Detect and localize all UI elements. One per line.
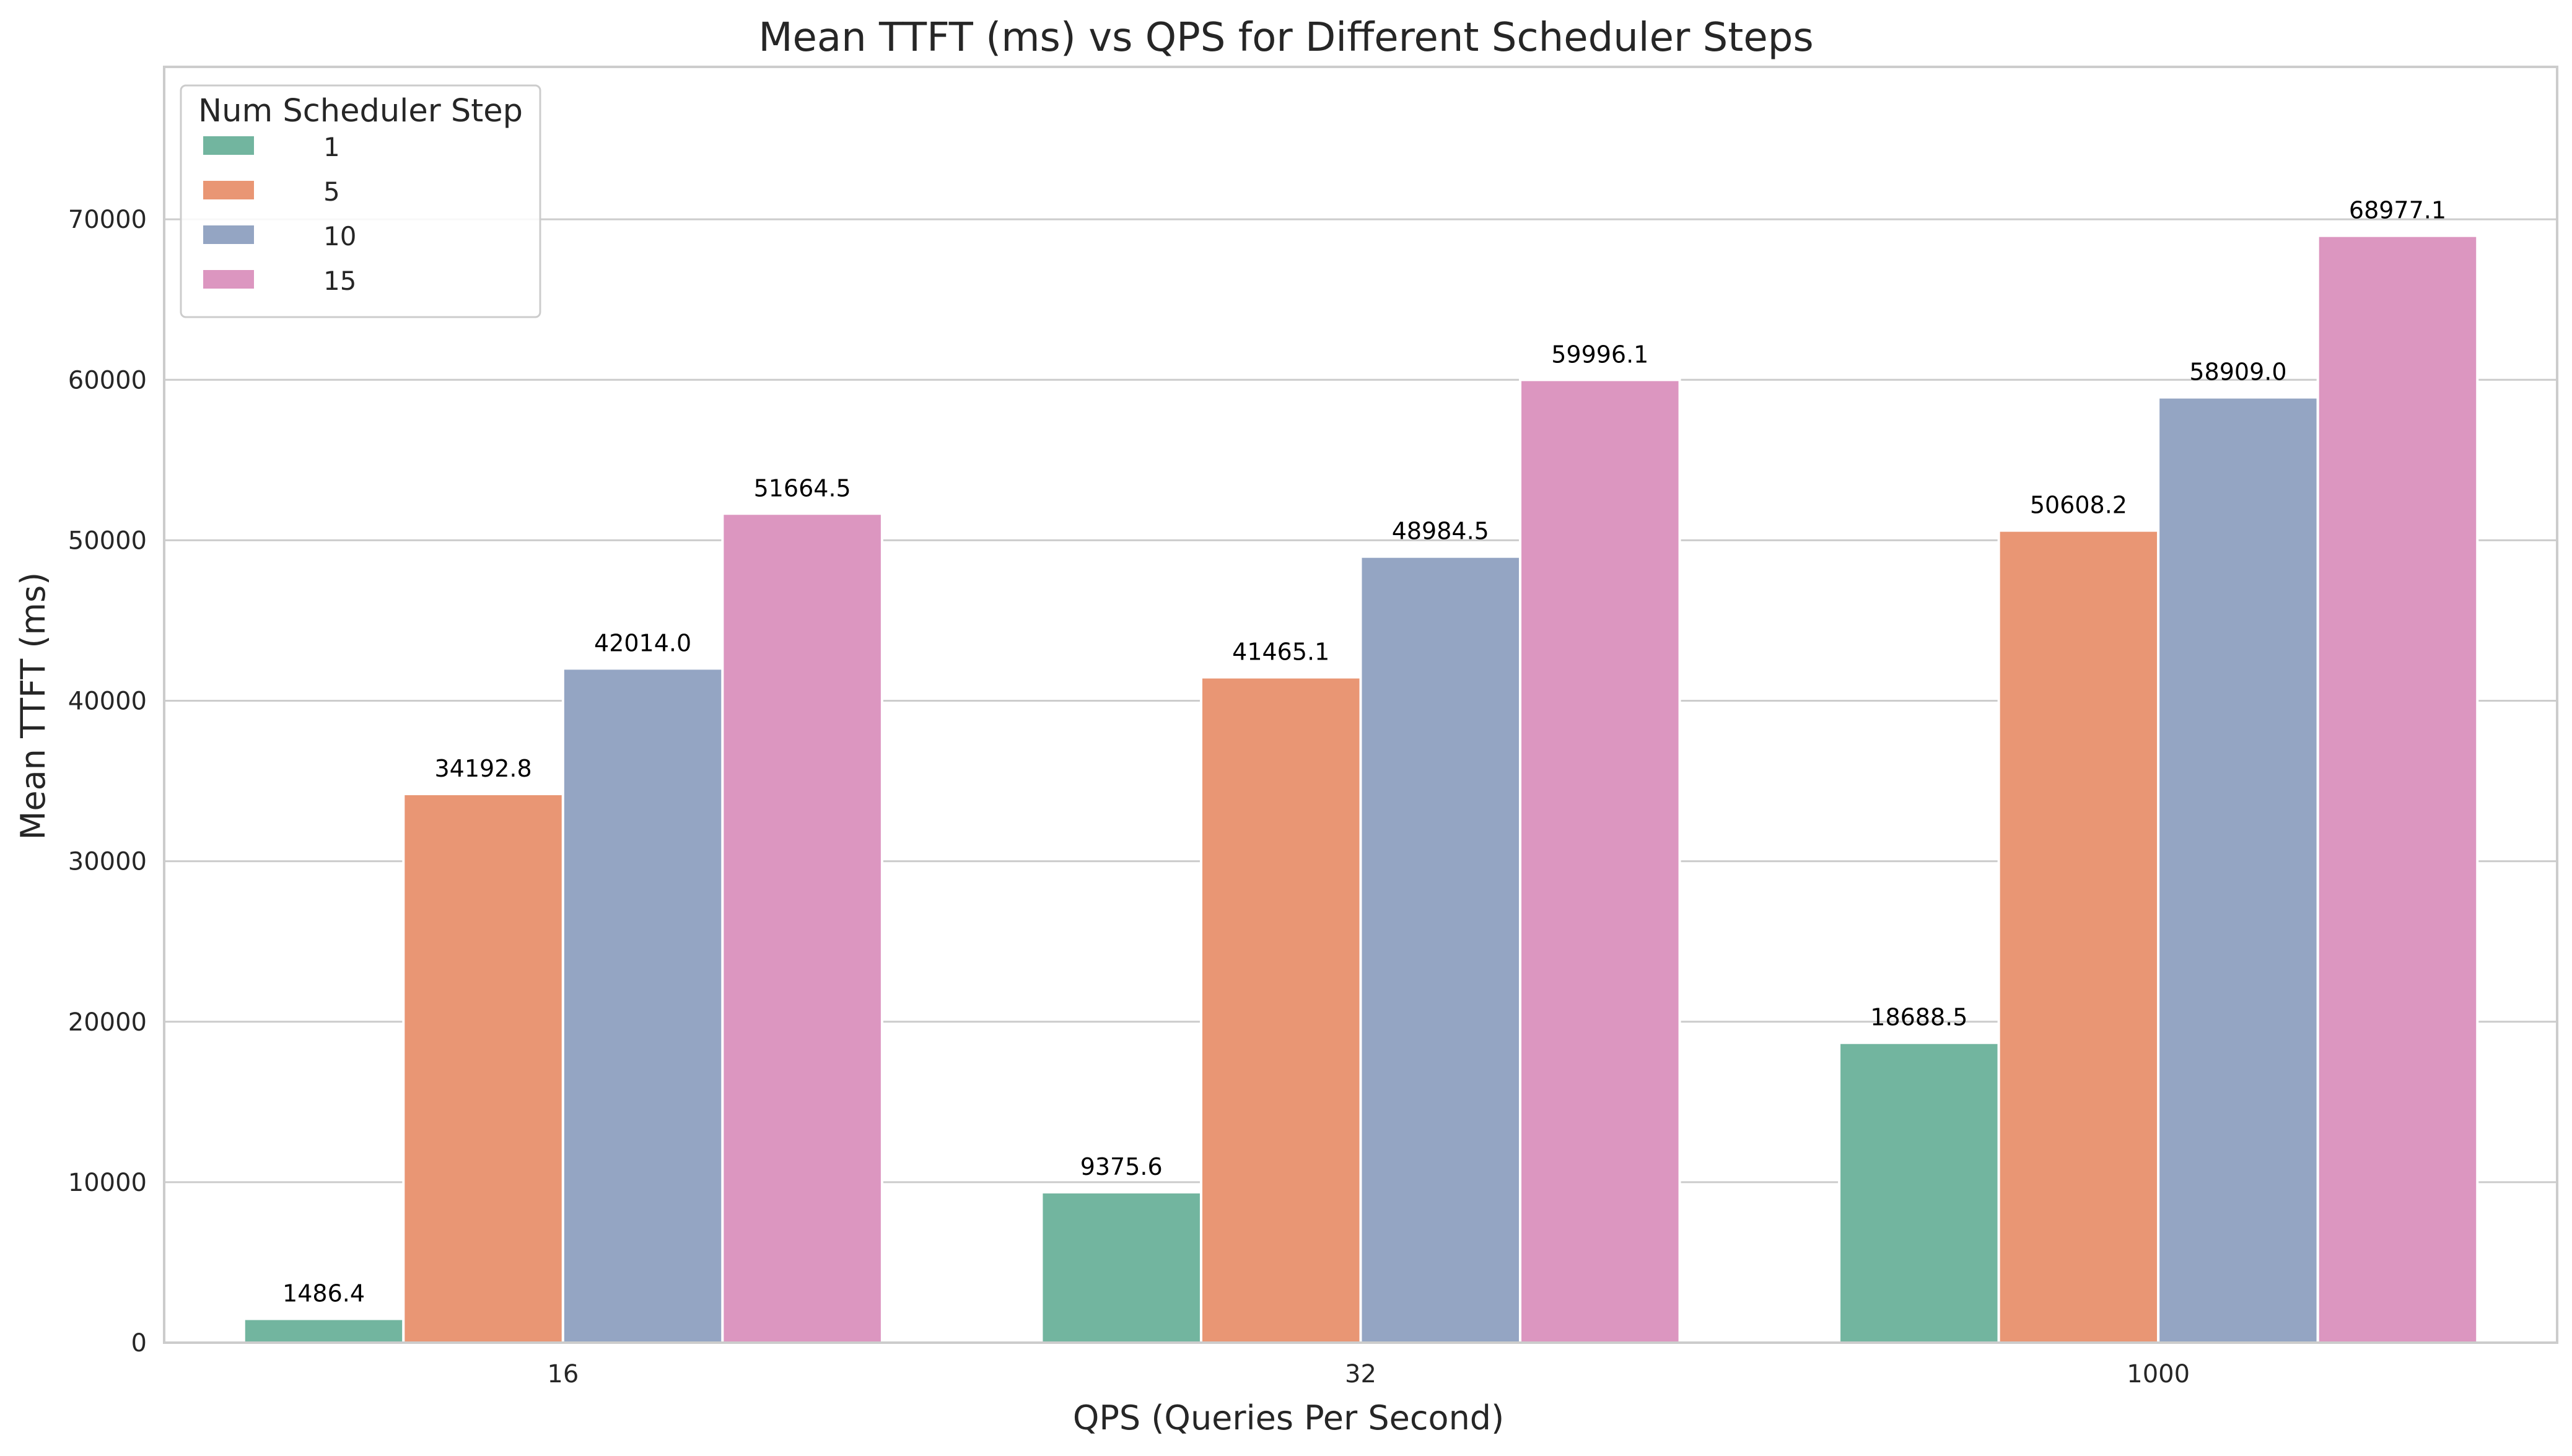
x-tick-label: 1000 bbox=[2127, 1360, 2190, 1388]
y-tick-label: 20000 bbox=[68, 1008, 147, 1037]
data-label: 68977.1 bbox=[2349, 197, 2446, 224]
y-tick-label: 10000 bbox=[68, 1169, 147, 1197]
y-axis-label: Mean TTFT (ms) bbox=[14, 572, 53, 840]
legend-entry: 15 bbox=[323, 266, 356, 296]
data-label: 48984.5 bbox=[1392, 518, 1489, 545]
x-tick-labels: 16 32 1000 bbox=[547, 1360, 2190, 1388]
bar bbox=[2316, 234, 2479, 1345]
data-label: 1486.4 bbox=[282, 1279, 365, 1307]
data-label: 18688.5 bbox=[1870, 1004, 1967, 1031]
chart-title: Mean TTFT (ms) vs QPS for Different Sche… bbox=[758, 15, 1813, 61]
bar bbox=[402, 792, 564, 1345]
legend-swatch bbox=[203, 136, 254, 155]
bar bbox=[1519, 378, 1681, 1345]
data-label: 50608.2 bbox=[2030, 492, 2127, 519]
bar bbox=[1997, 529, 2160, 1345]
data-label: 34192.8 bbox=[434, 755, 531, 782]
bar bbox=[1359, 555, 1522, 1345]
data-label: 9375.6 bbox=[1080, 1153, 1163, 1180]
legend-swatch bbox=[203, 181, 254, 199]
y-tick-label: 40000 bbox=[68, 687, 147, 716]
data-labels: 1486.4 34192.8 42014.0 51664.5 9375.6 41465.1… bbox=[282, 197, 2446, 1307]
y-tick-labels: 0 10000 20000 30000 40000 50000 60000 70000 bbox=[68, 206, 147, 1358]
y-tick-label: 60000 bbox=[68, 366, 147, 395]
data-label: 59996.1 bbox=[1551, 341, 1648, 368]
bar bbox=[1040, 1191, 1202, 1345]
bar bbox=[242, 1317, 405, 1344]
legend-swatch bbox=[203, 225, 254, 244]
legend-swatch bbox=[203, 270, 254, 289]
bars bbox=[242, 234, 2479, 1345]
y-tick-label: 30000 bbox=[68, 848, 147, 876]
x-axis-label: QPS (Queries Per Second) bbox=[1073, 1398, 1504, 1437]
plot-frame bbox=[163, 66, 2558, 1344]
bar bbox=[1199, 676, 1362, 1344]
y-tick-label: 50000 bbox=[68, 526, 147, 555]
data-label: 41465.1 bbox=[1232, 639, 1329, 666]
legend-entry: 10 bbox=[323, 221, 356, 251]
x-tick-label: 32 bbox=[1345, 1360, 1376, 1388]
y-tick-label: 0 bbox=[131, 1329, 147, 1358]
bar bbox=[2157, 396, 2319, 1344]
legend-entry: 1 bbox=[323, 132, 340, 162]
data-label: 51664.5 bbox=[754, 474, 851, 502]
bar bbox=[721, 512, 883, 1344]
y-tick-label: 70000 bbox=[68, 206, 147, 234]
legend-entry: 5 bbox=[323, 177, 340, 207]
data-label: 42014.0 bbox=[594, 629, 691, 656]
bar bbox=[561, 667, 724, 1344]
legend-box bbox=[180, 84, 541, 318]
data-label: 58909.0 bbox=[2189, 359, 2286, 386]
legend-title: Num Scheduler Step bbox=[198, 93, 523, 129]
x-tick-label: 16 bbox=[547, 1360, 579, 1388]
bar bbox=[1838, 1041, 2000, 1344]
